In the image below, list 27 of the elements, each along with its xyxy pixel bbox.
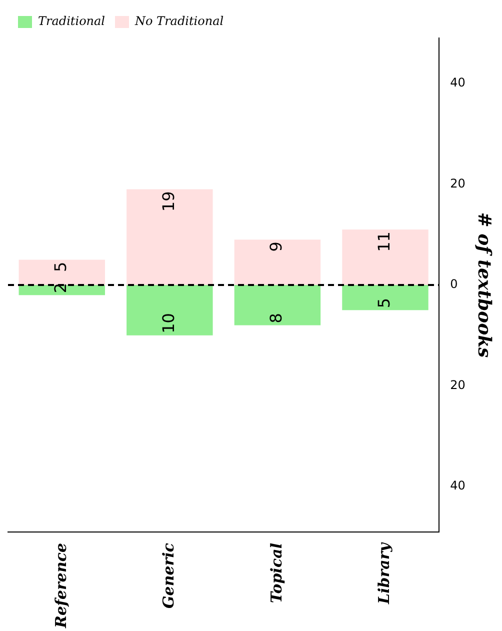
- data-label: 5: [374, 298, 394, 308]
- legend-label: Traditional: [38, 14, 106, 28]
- y-tick-label: 40: [450, 478, 466, 493]
- data-label: 2: [51, 282, 70, 294]
- x-tick-label: Reference: [52, 542, 70, 630]
- data-label: 10: [158, 313, 178, 334]
- data-label: 5: [51, 262, 70, 272]
- bar: [126, 189, 213, 285]
- bar: [234, 284, 321, 326]
- legend-label: No Traditional: [134, 14, 224, 28]
- bar: [18, 260, 106, 285]
- x-tick-label: Generic: [160, 542, 178, 609]
- data-label: 11: [374, 232, 394, 252]
- bar: [342, 230, 428, 285]
- y-tick-label: 20: [450, 378, 466, 392]
- bar: [126, 284, 213, 336]
- y-tick-label: 0: [450, 277, 458, 292]
- x-tick-label: Topical: [267, 542, 286, 604]
- data-label: 8: [266, 313, 286, 324]
- data-label: 9: [266, 242, 286, 252]
- y-tick-label: 40: [450, 75, 466, 90]
- x-tick-label: Library: [375, 542, 394, 605]
- y-axis-title: # of textbooks: [474, 212, 495, 358]
- data-label: 19: [158, 191, 178, 212]
- y-tick-label: 20: [450, 176, 466, 190]
- bar: [234, 240, 321, 285]
- bar: [342, 284, 428, 310]
